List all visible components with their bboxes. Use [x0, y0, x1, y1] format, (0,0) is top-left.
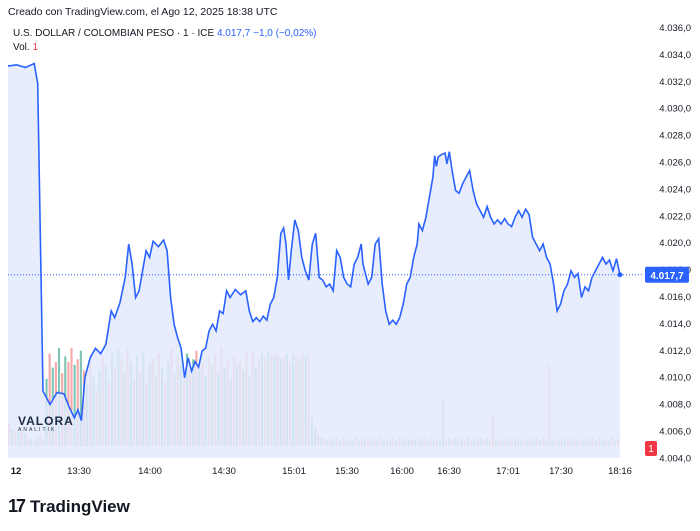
- x-tick-label: 17:01: [496, 466, 520, 477]
- volume-bar: [70, 348, 73, 446]
- y-tick-label: 4.034,0: [659, 50, 691, 61]
- y-tick-label: 4.024,0: [659, 184, 691, 195]
- last-price-label: 4.017,7: [650, 271, 684, 282]
- y-tick-label: 4.022,0: [659, 211, 691, 222]
- symbol-legend[interactable]: U.S. DOLLAR / COLOMBIAN PESO · 1 · ICE 4…: [13, 28, 316, 39]
- y-tick-label: 4.016,0: [659, 292, 691, 303]
- y-tick-label: 4.032,0: [659, 77, 691, 88]
- x-tick-label: 14:00: [138, 466, 162, 477]
- last-price-dot: [617, 272, 623, 278]
- y-tick-label: 4.030,0: [659, 104, 691, 115]
- y-tick-label: 4.026,0: [659, 158, 691, 169]
- price-line: [7, 62, 621, 421]
- chart-caption: Creado con TradingView.com, el Ago 12, 2…: [8, 6, 278, 18]
- watermark-name: VALORA: [18, 414, 74, 428]
- x-tick-label: 13:30: [67, 466, 91, 477]
- volume-bar: [73, 364, 76, 446]
- y-tick-label: 4.004,0: [659, 453, 691, 464]
- y-tick-label: 4.036,0: [659, 23, 691, 34]
- y-tick-label: 4.010,0: [659, 373, 691, 384]
- volume-badge-bg: [645, 441, 657, 456]
- x-tick-label: 17:30: [549, 466, 573, 477]
- tradingview-logo-icon: 17: [8, 496, 26, 516]
- y-tick-label: 4.020,0: [659, 238, 691, 249]
- watermark-sub: ANALITIK: [18, 427, 57, 433]
- volume-bar: [79, 350, 82, 446]
- y-tick-label: 4.008,0: [659, 400, 691, 411]
- price-change: −1,0 (−0,02%): [253, 28, 317, 39]
- volume-bar: [76, 359, 79, 446]
- y-tick-label: 4.028,0: [659, 131, 691, 142]
- price-axis: 4.036,0 4.034,0 4.032,0 4.030,0 4.028,0 4.026…: [659, 23, 691, 464]
- y-tick-label: 4.014,0: [659, 319, 691, 330]
- volume-bar: [48, 353, 51, 446]
- volume-value: 1: [32, 42, 39, 53]
- x-tick-label: 12: [11, 466, 22, 477]
- volume-label: Vol.: [13, 42, 30, 53]
- last-price: 4.017,7: [216, 28, 251, 39]
- tradingview-name: TradingView: [30, 496, 130, 516]
- x-tick-label: 16:00: [390, 466, 414, 477]
- y-tick-label: 4.012,0: [659, 346, 691, 357]
- tradingview-brand[interactable]: 17 TradingView: [8, 496, 130, 517]
- symbol-name: U.S. DOLLAR / COLOMBIAN PESO · 1 · ICE: [13, 28, 215, 39]
- x-tick-label: 15:30: [335, 466, 359, 477]
- x-tick-label: 14:30: [212, 466, 236, 477]
- price-area: [8, 63, 620, 458]
- last-price-label-bg: [645, 266, 689, 283]
- x-tick-label: 16:30: [437, 466, 461, 477]
- valora-watermark: VALORA ANALITIK: [18, 414, 74, 433]
- x-tick-label: 18:16: [608, 466, 632, 477]
- volume-badge: 1: [648, 444, 654, 455]
- volume-legend[interactable]: Vol. 1: [13, 42, 38, 53]
- time-axis: 12 13:30 14:00 14:30 15:01 15:30 16:00 16:30 17:…: [11, 466, 632, 477]
- y-tick-label: 4.006,0: [659, 427, 691, 438]
- x-tick-label: 15:01: [282, 466, 306, 477]
